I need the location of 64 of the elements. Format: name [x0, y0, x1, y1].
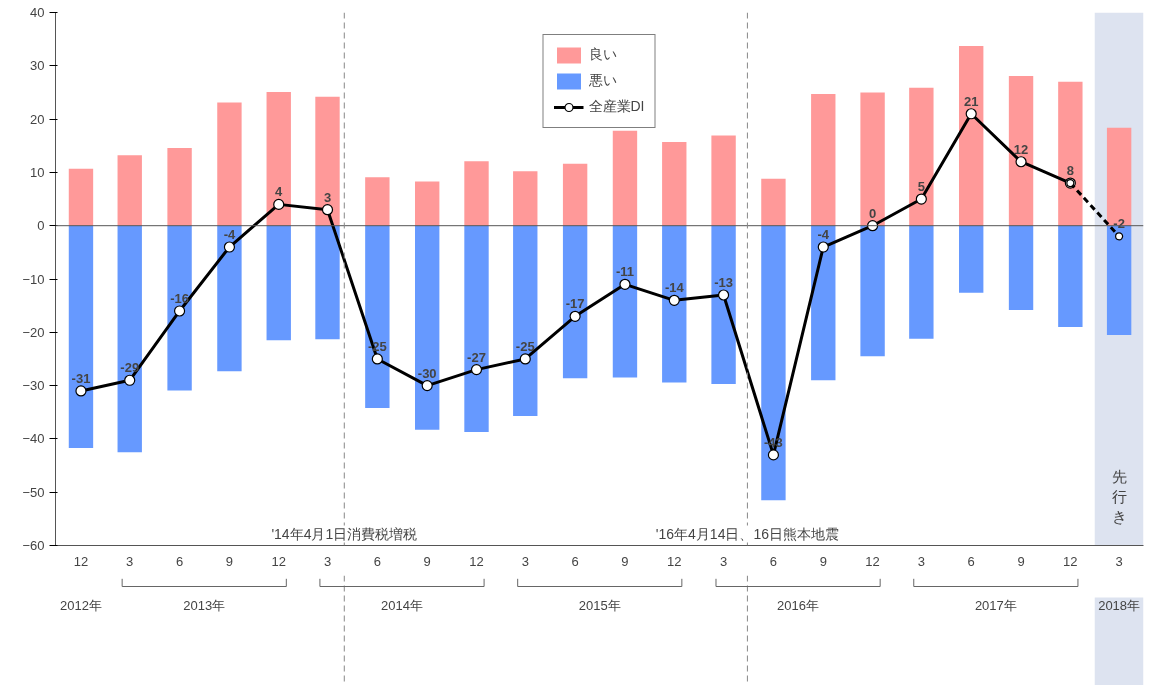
x-tick-label: 12: [667, 553, 682, 569]
x-tick-label: 12: [1063, 553, 1078, 569]
x-tick-label: 6: [967, 553, 975, 569]
data-label: -27: [467, 349, 486, 365]
data-label: 8: [1066, 163, 1074, 179]
data-label: 0: [868, 205, 877, 221]
text: 2014年: [381, 597, 423, 613]
data-label: -14: [664, 280, 685, 296]
x-tick-label: 9: [423, 553, 431, 569]
text: 2012年: [60, 597, 102, 613]
legend-label: 良い: [588, 46, 617, 64]
text: 2017年: [974, 597, 1017, 613]
data-label: 5: [917, 179, 925, 195]
y-tick-label: −50: [22, 484, 45, 500]
text: 2018年: [1098, 597, 1141, 613]
data-label: -25: [515, 338, 535, 354]
x-tick-label: 3: [126, 553, 134, 569]
x-tick-label: 3: [917, 553, 925, 569]
x-tick-label: 12: [469, 553, 484, 569]
y-tick-label: −30: [22, 378, 45, 394]
data-label: -16: [170, 290, 189, 306]
y-tick-label: 40: [30, 5, 45, 20]
legend-label: 全産業DI: [588, 98, 645, 116]
data-label: 4: [275, 184, 284, 200]
ref-line-label: '16年4月14日、16日熊本地震: [655, 525, 840, 542]
x-tick-label: 12: [271, 553, 286, 569]
ref-line-label: '14年4月1日消費税増税: [271, 525, 418, 542]
data-label: -11: [615, 264, 635, 280]
data-label: -4: [223, 227, 236, 243]
x-tick-label: 3: [521, 553, 529, 569]
data-label: 3: [323, 189, 332, 205]
x-tick-label: 3: [1115, 553, 1123, 569]
data-label: -30: [417, 365, 437, 381]
y-tick-label: 0: [37, 218, 45, 234]
x-tick-label: 6: [571, 553, 579, 569]
x-tick-label: 3: [323, 553, 332, 569]
x-tick-label: 9: [1017, 553, 1025, 569]
x-tick-label: 3: [719, 553, 728, 569]
text: 2013年: [183, 597, 226, 613]
y-tick-label: −10: [22, 271, 45, 287]
data-label: 21: [963, 93, 979, 109]
band-label: 先行き: [1111, 467, 1127, 526]
data-label: -17: [565, 296, 585, 312]
data-label: 12: [1013, 141, 1029, 157]
x-tick-label: 6: [769, 553, 778, 569]
x-tick-label: 9: [225, 553, 234, 569]
text: 2015年: [578, 597, 621, 613]
x-tick-label: 12: [865, 553, 880, 569]
text: 2016年: [777, 597, 820, 613]
y-tick-label: 30: [30, 58, 45, 74]
legend-label: 悪い: [588, 72, 617, 90]
y-tick-label: −60: [22, 538, 45, 553]
x-tick-label: 6: [175, 553, 184, 569]
x-tick-label: 9: [819, 553, 827, 569]
data-label: -31: [71, 370, 91, 386]
x-tick-label: 12: [73, 553, 89, 569]
x-tick-label: 9: [621, 553, 629, 569]
y-tick-label: 20: [30, 111, 45, 127]
x-tick-label: 6: [373, 553, 381, 569]
data-label: -13: [714, 274, 733, 290]
data-label: -4: [817, 227, 830, 243]
y-tick-label: −40: [22, 431, 45, 447]
y-tick-label: −20: [22, 324, 45, 340]
y-tick-label: 10: [30, 164, 45, 180]
